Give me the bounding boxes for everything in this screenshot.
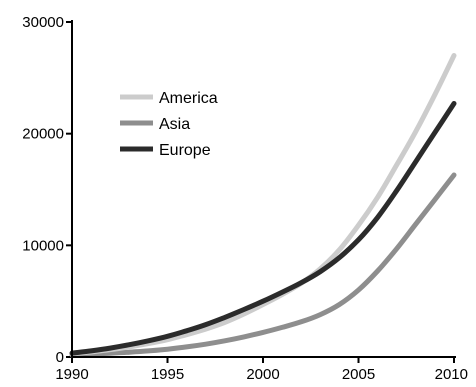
y-tick-label: 20000 <box>22 126 64 143</box>
x-axis-ticks: 1990 1995 2000 2005 2010 <box>55 357 468 383</box>
y-tick-label: 30000 <box>22 14 64 31</box>
legend: America Asia Europe <box>120 90 218 159</box>
legend-label-america: America <box>159 90 218 107</box>
y-axis-ticks: 0 10000 20000 30000 <box>22 14 72 366</box>
x-tick-label: 2000 <box>246 366 279 383</box>
series-line-asia <box>69 172 457 358</box>
y-tick-label: 10000 <box>22 237 64 254</box>
series-lines <box>69 53 457 358</box>
y-tick-label: 0 <box>56 349 64 366</box>
legend-label-europe: Europe <box>159 142 211 159</box>
x-tick-label: 2005 <box>342 366 375 383</box>
series-line-europe <box>69 101 457 356</box>
x-tick-label: 1995 <box>151 366 184 383</box>
legend-label-asia: Asia <box>159 116 190 133</box>
series-line-america <box>69 53 457 357</box>
x-tick-label: 1990 <box>55 366 88 383</box>
x-tick-label: 2010 <box>435 366 468 383</box>
